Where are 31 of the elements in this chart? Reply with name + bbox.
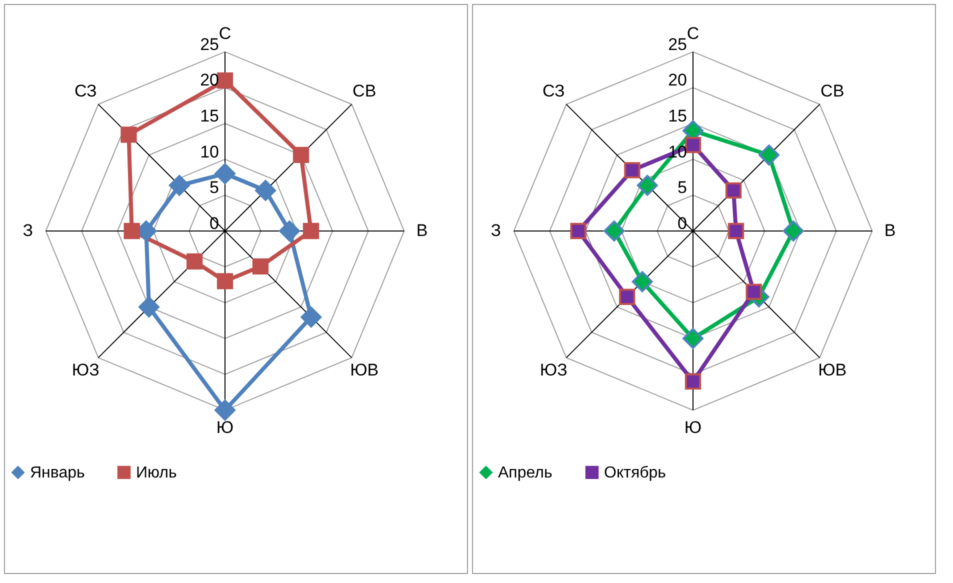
spoke-label: ЮЗ <box>72 360 100 380</box>
spoke-label: СЗ <box>74 82 97 101</box>
y-tick-label: 25 <box>200 34 219 54</box>
y-tick-label: 10 <box>200 142 219 162</box>
y-tick-label: 20 <box>668 70 687 90</box>
y-tick-label: 25 <box>668 34 687 54</box>
y-tick-label: 0 <box>210 214 219 233</box>
spoke-label: СВ <box>820 82 844 101</box>
spoke-label: Ю <box>216 418 234 438</box>
spoke-label: С <box>218 24 232 43</box>
spoke-label: ЮЗ <box>540 360 568 380</box>
legend-label: Январь <box>30 464 85 482</box>
spoke-label: ЮВ <box>350 360 379 380</box>
spoke-label: ЮВ <box>818 360 847 380</box>
spoke-label: Ю <box>684 418 702 438</box>
spoke-label: В <box>884 221 896 240</box>
legend-label: Октябрь <box>604 464 666 482</box>
y-tick-label: 15 <box>668 106 687 126</box>
spoke-label: СЗ <box>542 82 565 101</box>
legend-label: Апрель <box>498 464 552 482</box>
spoke-label: З <box>22 221 34 240</box>
spoke-label: З <box>490 221 502 240</box>
spoke-label: СВ <box>352 82 376 101</box>
y-tick-label: 5 <box>678 178 687 198</box>
y-tick-label: 0 <box>678 214 687 233</box>
spoke-label: С <box>686 24 700 43</box>
spoke-label: В <box>416 221 428 240</box>
y-tick-label: 5 <box>210 178 219 198</box>
legend-label: Июль <box>136 464 177 482</box>
y-tick-label: 10 <box>668 142 687 162</box>
y-tick-label: 15 <box>200 106 219 126</box>
